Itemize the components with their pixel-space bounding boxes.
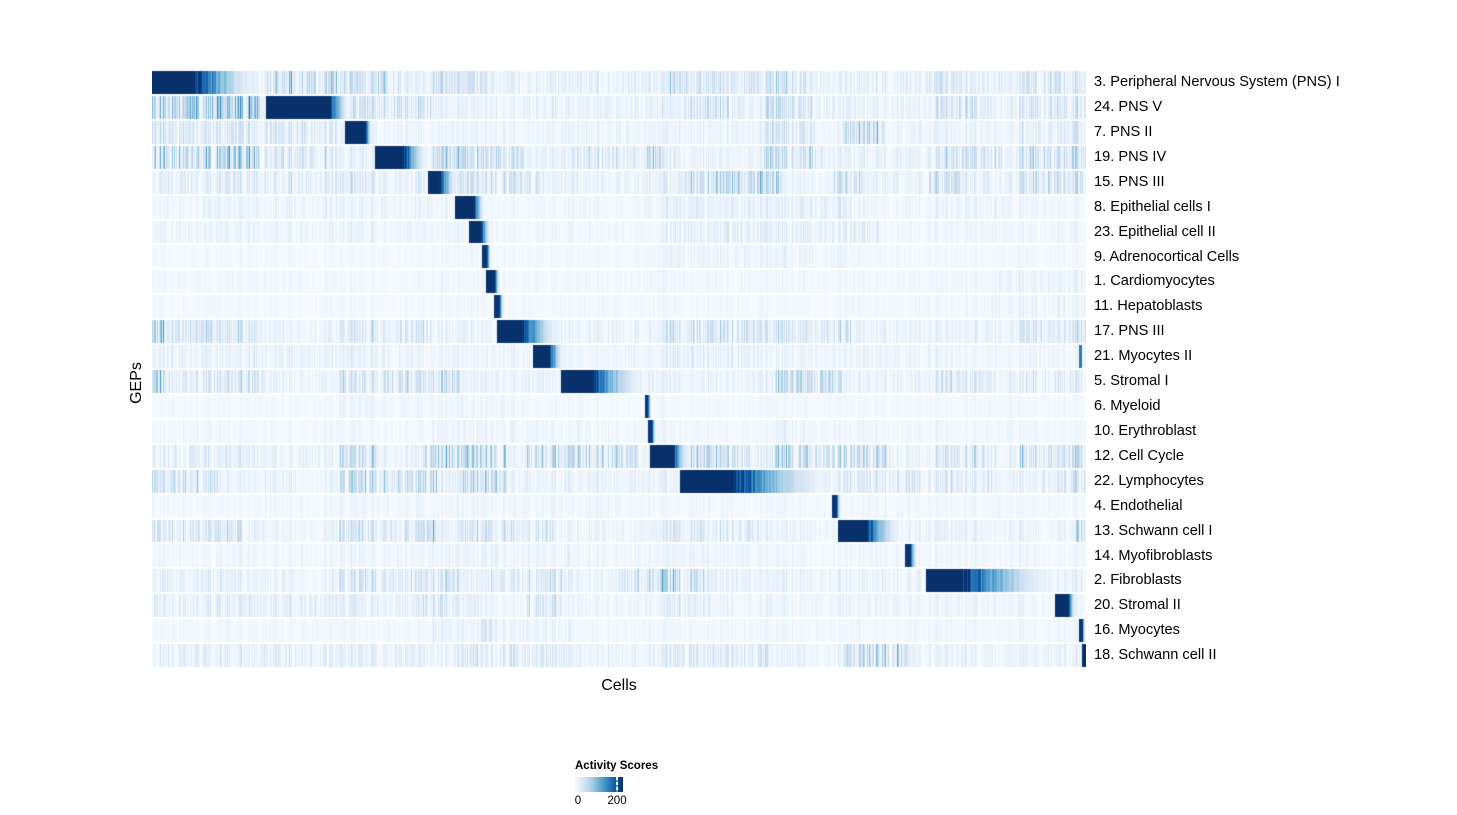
legend-tick-200: 200 <box>607 795 627 807</box>
row-label: 6. Myeloid <box>1094 398 1161 415</box>
row-label: 19. PNS IV <box>1094 148 1167 165</box>
row-label: 24. PNS V <box>1094 99 1163 116</box>
x-axis-label: Cells <box>601 677 637 694</box>
row-label: 14. Myofibroblasts <box>1094 547 1213 564</box>
row-label: 9. Adrenocortical Cells <box>1094 248 1240 265</box>
row-label: 22. Lymphocytes <box>1094 472 1204 489</box>
heatmap-canvas <box>152 70 1086 668</box>
row-label: 2. Fibroblasts <box>1094 572 1182 589</box>
row-label: 20. Stromal II <box>1094 597 1181 614</box>
y-axis-label: GEPs <box>128 362 145 404</box>
row-label: 7. PNS II <box>1094 123 1153 140</box>
colorbar-legend: Activity Scores 0 200 <box>575 760 695 810</box>
row-label: 10. Erythroblast <box>1094 422 1197 439</box>
row-label: 23. Epithelial cell II <box>1094 223 1216 240</box>
row-labels: 3. Peripheral Nervous System (PNS) I 24. … <box>1094 70 1454 668</box>
row-label: 4. Endothelial <box>1094 497 1183 514</box>
row-label: 13. Schwann cell I <box>1094 522 1213 539</box>
row-label: 12. Cell Cycle <box>1094 447 1185 464</box>
legend-tick-line <box>616 777 618 792</box>
row-label: 8. Epithelial cells I <box>1094 198 1211 215</box>
row-label: 17. PNS III <box>1094 323 1165 340</box>
legend-gradient-bar <box>575 777 623 792</box>
legend-title: Activity Scores <box>575 760 659 772</box>
row-label: 5. Stromal I <box>1094 373 1169 390</box>
row-label: 18. Schwann cell II <box>1094 647 1217 664</box>
row-label: 11. Hepatoblasts <box>1094 298 1203 315</box>
row-label: 1. Cardiomyocytes <box>1094 273 1215 290</box>
row-label: 15. PNS III <box>1094 173 1165 190</box>
row-label: 3. Peripheral Nervous System (PNS) I <box>1094 74 1340 91</box>
row-label: 16. Myocytes <box>1094 622 1180 639</box>
legend-tick-0: 0 <box>574 795 582 807</box>
row-label: 21. Myocytes II <box>1094 348 1193 365</box>
